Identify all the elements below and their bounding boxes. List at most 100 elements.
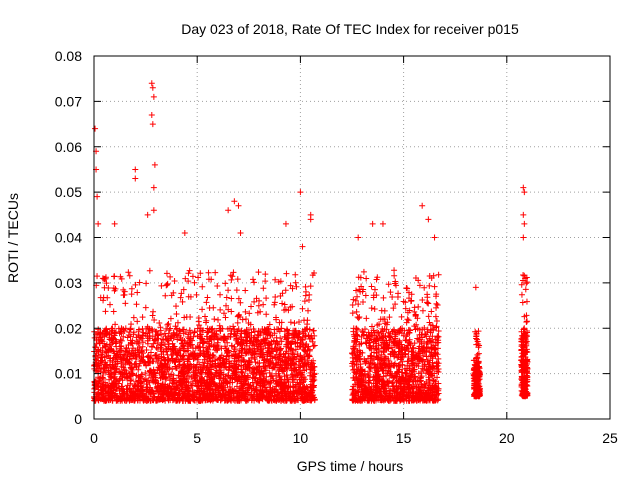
data-point	[173, 303, 180, 310]
data-point	[157, 375, 164, 382]
data-point	[251, 334, 258, 341]
data-point	[116, 376, 123, 383]
data-point	[286, 355, 293, 362]
data-point	[391, 339, 398, 346]
data-point	[150, 184, 157, 191]
data-point	[187, 335, 194, 342]
data-point	[115, 325, 122, 332]
data-point	[402, 336, 409, 343]
y-tick-label: 0.07	[55, 93, 82, 109]
data-point	[134, 318, 141, 325]
data-point	[521, 189, 528, 196]
data-point	[354, 358, 361, 365]
data-point	[108, 374, 115, 381]
data-point	[523, 298, 530, 305]
data-point	[149, 312, 156, 319]
data-point	[234, 390, 241, 397]
data-point	[244, 327, 251, 334]
data-point	[430, 325, 437, 332]
data-point	[172, 332, 179, 339]
data-point	[264, 356, 271, 363]
data-point	[182, 275, 189, 282]
data-point	[429, 365, 436, 372]
data-point	[359, 388, 366, 395]
data-point	[306, 291, 313, 298]
data-point	[523, 312, 530, 319]
data-point	[222, 280, 229, 287]
data-point	[119, 383, 126, 390]
data-point	[290, 351, 297, 358]
data-point	[424, 397, 431, 404]
data-point	[408, 348, 415, 355]
data-point	[224, 348, 231, 355]
data-point	[290, 371, 297, 378]
data-point	[114, 358, 121, 365]
data-point	[173, 350, 180, 357]
y-tick-label: 0.02	[55, 320, 82, 336]
data-point	[434, 374, 441, 381]
data-point	[391, 272, 398, 279]
data-point	[144, 384, 151, 391]
data-point	[215, 391, 222, 398]
data-point	[379, 220, 386, 227]
data-point	[421, 394, 428, 401]
data-point	[387, 370, 394, 377]
data-point	[146, 368, 153, 375]
data-point	[393, 370, 400, 377]
data-point	[253, 351, 260, 358]
data-point	[136, 279, 143, 286]
data-point	[99, 374, 106, 381]
data-point	[292, 381, 299, 388]
data-point	[251, 389, 258, 396]
data-point	[194, 332, 201, 339]
data-point	[119, 390, 126, 397]
data-point	[166, 327, 173, 334]
data-point	[111, 287, 118, 294]
data-point	[276, 341, 283, 348]
data-point	[421, 284, 428, 291]
data-point	[148, 111, 155, 118]
data-point	[276, 319, 283, 326]
data-point	[118, 342, 125, 349]
y-tick-label: 0	[74, 411, 82, 427]
data-point	[214, 396, 221, 403]
data-point	[394, 329, 401, 336]
data-point	[358, 283, 365, 290]
data-point	[269, 372, 276, 379]
data-point	[381, 343, 388, 350]
data-point	[107, 385, 114, 392]
data-point	[396, 343, 403, 350]
data-point	[379, 377, 386, 384]
data-point	[473, 384, 480, 391]
data-point	[260, 301, 267, 308]
data-point	[113, 366, 120, 373]
data-point	[302, 342, 309, 349]
data-point	[435, 328, 442, 335]
data-point	[169, 340, 176, 347]
data-point	[149, 121, 156, 128]
data-point	[414, 335, 421, 342]
data-point	[95, 390, 102, 397]
data-point	[277, 345, 284, 352]
data-point	[231, 343, 238, 350]
data-point	[117, 273, 124, 280]
data-point	[391, 348, 398, 355]
data-point	[353, 332, 360, 339]
data-point	[520, 393, 527, 400]
data-point	[186, 327, 193, 334]
data-point	[103, 390, 110, 397]
data-point	[187, 351, 194, 358]
data-point	[204, 397, 211, 404]
data-point	[253, 380, 260, 387]
data-point	[203, 348, 210, 355]
data-point	[353, 308, 360, 315]
data-point	[228, 397, 235, 404]
data-point	[102, 361, 109, 368]
data-point	[218, 396, 225, 403]
data-point	[354, 293, 361, 300]
data-point	[151, 316, 158, 323]
data-point	[412, 313, 419, 320]
data-point	[433, 324, 440, 331]
data-point	[350, 396, 357, 403]
data-point	[260, 393, 267, 400]
